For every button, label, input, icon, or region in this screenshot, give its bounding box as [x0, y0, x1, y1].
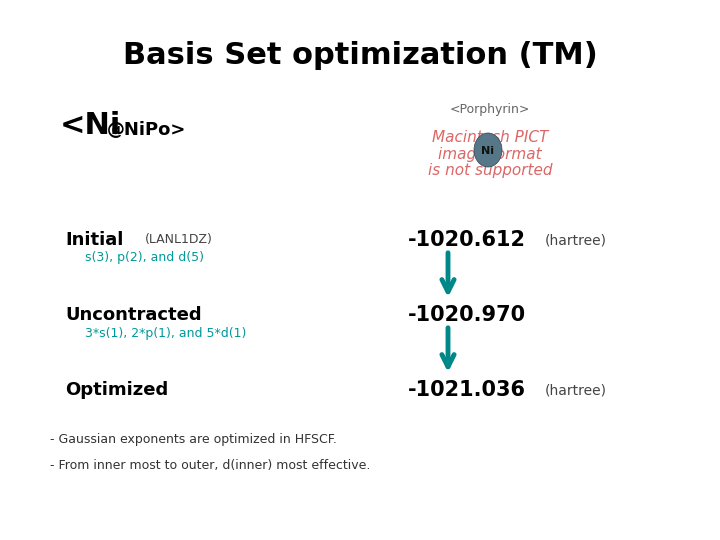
Text: - Gaussian exponents are optimized in HFSCF.: - Gaussian exponents are optimized in HF… — [50, 434, 337, 447]
Text: - From inner most to outer, d(inner) most effective.: - From inner most to outer, d(inner) mos… — [50, 458, 370, 471]
Text: Basis Set optimization (TM): Basis Set optimization (TM) — [122, 40, 598, 70]
Text: -1020.970: -1020.970 — [408, 305, 526, 325]
Text: @NiPo>: @NiPo> — [107, 121, 186, 139]
Text: Uncontracted: Uncontracted — [65, 306, 202, 324]
Text: Initial: Initial — [65, 231, 123, 249]
Text: -1021.036: -1021.036 — [408, 380, 526, 400]
Text: s(3), p(2), and d(5): s(3), p(2), and d(5) — [85, 252, 204, 265]
Ellipse shape — [474, 133, 502, 167]
Text: Ni: Ni — [482, 146, 495, 156]
Text: 3*s(1), 2*p(1), and 5*d(1): 3*s(1), 2*p(1), and 5*d(1) — [85, 327, 246, 340]
Text: <Ni: <Ni — [60, 111, 122, 139]
Text: (LANL1DZ): (LANL1DZ) — [145, 233, 213, 246]
Text: -1020.612: -1020.612 — [408, 230, 526, 250]
Text: Macintosh PICT: Macintosh PICT — [432, 131, 548, 145]
Text: (hartree): (hartree) — [545, 383, 607, 397]
Text: (hartree): (hartree) — [545, 233, 607, 247]
Text: Optimized: Optimized — [65, 381, 168, 399]
Text: is not supported: is not supported — [428, 163, 552, 178]
Text: <Porphyrin>: <Porphyrin> — [450, 104, 530, 117]
Text: image format: image format — [438, 146, 542, 161]
